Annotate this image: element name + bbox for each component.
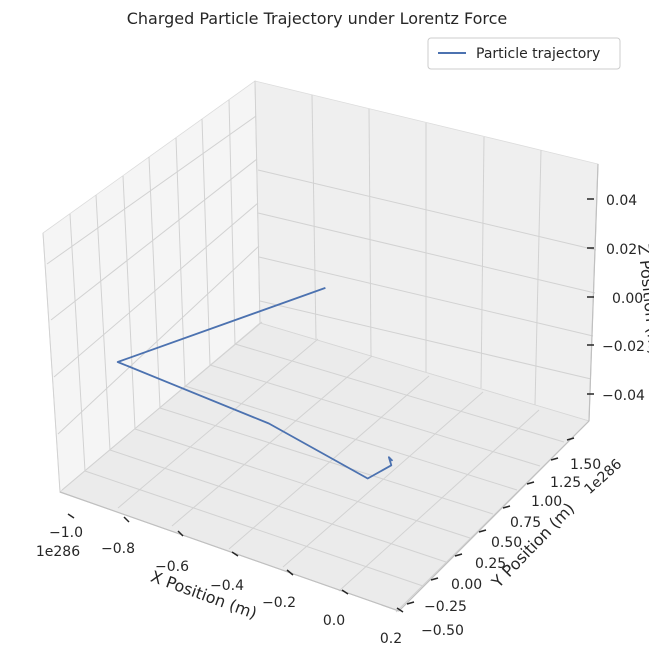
x-tick-label: −0.6 [155,559,189,575]
z-tick-label: −0.04 [602,388,645,404]
y-tick-label: 0.00 [451,577,482,593]
x-tick-label: 0.0 [323,613,345,629]
chart-title: Charged Particle Trajectory under Lorent… [127,9,508,28]
x-axis-label: X Position (m) [148,567,259,623]
x-tick-label: −1.0 [49,525,83,541]
z-tick-label: 0.04 [606,193,637,209]
z-tick-label: −0.02 [602,339,645,355]
trajectory-line [116,287,394,480]
y-tick-label: 0.25 [475,556,506,572]
y-tick-label: −0.50 [421,623,464,639]
z-axis-line [588,163,599,422]
y-tick-label: 1.00 [531,494,562,510]
y-axis-line [398,420,590,612]
y-tick-label: 0.50 [491,535,522,551]
series-layer [116,287,394,480]
x-tick-label: 0.2 [380,631,402,647]
y-tick-label: 1.50 [570,457,601,473]
x-tick-label: −0.2 [262,595,296,611]
x-offset-text: 1e286 [36,544,80,560]
x-tick-label: −0.4 [210,578,244,594]
y-tick-label: 0.75 [510,515,541,531]
legend-box [427,37,621,70]
z-tick-label: 0.02 [606,242,637,258]
x-tick-label: −0.8 [101,541,135,557]
legend: Particle trajectory [427,37,621,70]
y-tick-label: −0.25 [424,599,467,615]
tick-marks [67,198,594,613]
legend-entry-label: Particle trajectory [476,46,600,62]
z-tick-label: 0.00 [612,291,643,307]
y-tick-label: 1.25 [550,475,581,491]
